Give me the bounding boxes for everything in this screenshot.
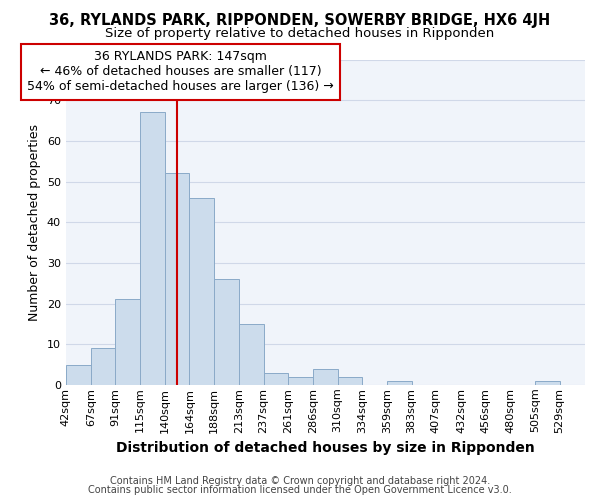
Bar <box>387 381 412 385</box>
Bar <box>115 300 140 385</box>
Bar <box>338 377 362 385</box>
Bar <box>190 198 214 385</box>
Text: Contains HM Land Registry data © Crown copyright and database right 2024.: Contains HM Land Registry data © Crown c… <box>110 476 490 486</box>
Text: Size of property relative to detached houses in Ripponden: Size of property relative to detached ho… <box>106 28 494 40</box>
Bar <box>91 348 115 385</box>
Bar <box>313 368 338 385</box>
Bar <box>263 372 288 385</box>
Bar <box>288 377 313 385</box>
Bar <box>239 324 263 385</box>
Text: 36 RYLANDS PARK: 147sqm
← 46% of detached houses are smaller (117)
54% of semi-d: 36 RYLANDS PARK: 147sqm ← 46% of detache… <box>27 50 334 94</box>
Text: Contains public sector information licensed under the Open Government Licence v3: Contains public sector information licen… <box>88 485 512 495</box>
Y-axis label: Number of detached properties: Number of detached properties <box>28 124 41 320</box>
Text: 36, RYLANDS PARK, RIPPONDEN, SOWERBY BRIDGE, HX6 4JH: 36, RYLANDS PARK, RIPPONDEN, SOWERBY BRI… <box>49 12 551 28</box>
Bar <box>214 279 239 385</box>
Bar <box>66 364 91 385</box>
Bar <box>140 112 165 385</box>
Bar <box>535 381 560 385</box>
X-axis label: Distribution of detached houses by size in Ripponden: Distribution of detached houses by size … <box>116 441 535 455</box>
Bar <box>165 174 190 385</box>
